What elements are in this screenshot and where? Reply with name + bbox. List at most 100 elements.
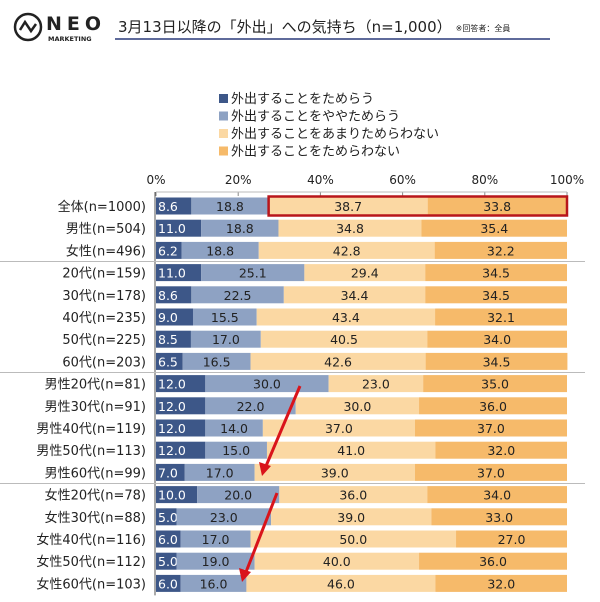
bar-segment	[435, 308, 567, 326]
data-label: 35.4	[480, 221, 508, 236]
data-label: 17.0	[212, 332, 240, 347]
data-label: 37.0	[477, 465, 505, 480]
bar-segment	[191, 197, 269, 215]
data-label: 34.0	[483, 332, 511, 347]
data-label: 34.5	[483, 354, 511, 369]
bar-row: 女性40代(n=116) 6.0 17.0 50.0 27.0	[36, 530, 567, 548]
bar-segment	[156, 286, 192, 304]
category-label: 30代(n=178)	[62, 289, 146, 304]
data-label: 16.0	[200, 576, 228, 591]
data-label: 42.6	[324, 354, 352, 369]
data-label: 38.7	[334, 199, 362, 214]
respondent-note: ※回答者：全員	[456, 23, 511, 33]
category-label: 男性60代(n=99)	[45, 466, 146, 481]
bar-segment	[184, 463, 255, 481]
legend-swatch	[219, 94, 228, 103]
data-label: 32.0	[487, 576, 515, 591]
bar-row: 男性(n=504) 11.0 18.8 34.8 35.4	[66, 219, 567, 237]
bar-row: 男性40代(n=119) 12.0 14.0 37.0 37.0	[36, 419, 567, 437]
category-label: 男性30代(n=91)	[45, 400, 146, 415]
data-label: 22.0	[237, 399, 265, 414]
data-label: 22.5	[224, 288, 252, 303]
data-label: 20.0	[224, 488, 252, 503]
bar-segment	[156, 441, 206, 459]
bar-row: 20代(n=159) 11.0 25.1 29.4 34.5	[62, 264, 567, 282]
bar-row: 50代(n=225) 8.5 17.0 40.5 34.0	[62, 330, 567, 348]
bar-segment	[205, 441, 267, 459]
bar-segment	[201, 264, 305, 282]
data-label: 41.0	[337, 443, 365, 458]
data-label: 30.0	[253, 377, 281, 392]
category-label: 女性20代(n=78)	[45, 488, 146, 504]
bar-segment	[421, 219, 567, 237]
bar-row: 女性60代(n=103) 6.0 16.0 46.0 32.0	[36, 574, 567, 592]
category-label: 女性(n=496)	[66, 243, 146, 259]
bar-segment	[201, 219, 279, 237]
legend-label: 外出することをあまりためらわない	[231, 127, 439, 142]
x-tick-label: 20%	[225, 173, 252, 187]
data-label: 23.0	[362, 377, 390, 392]
bar-segment	[180, 530, 251, 548]
data-label: 37.0	[477, 421, 505, 436]
data-label: 16.5	[203, 354, 231, 369]
data-label: 12.0	[158, 421, 186, 436]
data-label: 12.0	[158, 377, 186, 392]
arrow-male-head	[259, 462, 271, 476]
data-label: 34.8	[336, 221, 364, 236]
data-label: 6.0	[158, 576, 178, 591]
category-label: 男性40代(n=119)	[36, 422, 146, 437]
data-label: 8.6	[158, 288, 178, 303]
category-label: 全体(n=1000)	[58, 199, 146, 215]
bar-segment	[254, 552, 420, 570]
data-label: 32.0	[487, 443, 515, 458]
data-label: 33.0	[485, 510, 513, 525]
legend-label: 外出することをためらう	[231, 92, 374, 107]
data-label: 15.5	[211, 310, 239, 325]
data-label: 30.0	[343, 399, 371, 414]
data-label: 18.8	[226, 221, 254, 236]
legend-swatch	[219, 129, 228, 138]
data-label: 12.0	[158, 399, 186, 414]
bar-row: 60代(n=203) 6.5 16.5 42.6 34.5	[62, 352, 568, 370]
bar-segment	[191, 286, 284, 304]
legend-swatch	[219, 111, 228, 121]
bar-segment	[435, 574, 567, 592]
bar-segment	[176, 508, 272, 526]
category-label: 女性50代(n=112)	[36, 554, 146, 570]
bars: 全体(n=1000) 8.6 18.8 38.7 33.8 男性(n=504) 11.0 18…	[36, 195, 569, 592]
bar-segment	[266, 441, 436, 459]
bar-segment	[427, 197, 567, 215]
bar-segment	[279, 486, 428, 504]
bar-segment	[156, 330, 191, 348]
bar-segment	[260, 330, 428, 348]
bar-segment	[414, 419, 567, 437]
bar-segment	[180, 574, 247, 592]
annotation-arrows	[239, 385, 302, 582]
data-label: 10.0	[158, 488, 186, 503]
data-label: 19.0	[202, 554, 230, 569]
category-label: 男性(n=504)	[66, 222, 146, 237]
bar-segment	[278, 219, 422, 237]
arrow-male	[264, 385, 302, 467]
data-label: 15.0	[222, 443, 250, 458]
bar-segment	[423, 375, 567, 393]
data-label: 27.0	[498, 532, 526, 547]
bar-segment	[419, 397, 567, 415]
data-label: 39.0	[337, 510, 365, 525]
category-label: 女性40代(n=116)	[36, 532, 146, 548]
bar-segment	[414, 463, 567, 481]
data-label: 42.8	[333, 243, 361, 258]
bar-segment	[176, 552, 255, 570]
data-label: 18.8	[216, 199, 244, 214]
data-label: 33.8	[483, 199, 511, 214]
data-label: 14.0	[220, 421, 248, 436]
x-tick-label: 80%	[471, 173, 498, 187]
data-label: 12.0	[158, 443, 186, 458]
bar-segment	[190, 330, 261, 348]
bar-segment	[419, 552, 567, 570]
bar-segment	[425, 264, 567, 282]
data-label: 34.0	[483, 488, 511, 503]
bar-segment	[295, 397, 420, 415]
data-label: 25.1	[239, 266, 267, 281]
